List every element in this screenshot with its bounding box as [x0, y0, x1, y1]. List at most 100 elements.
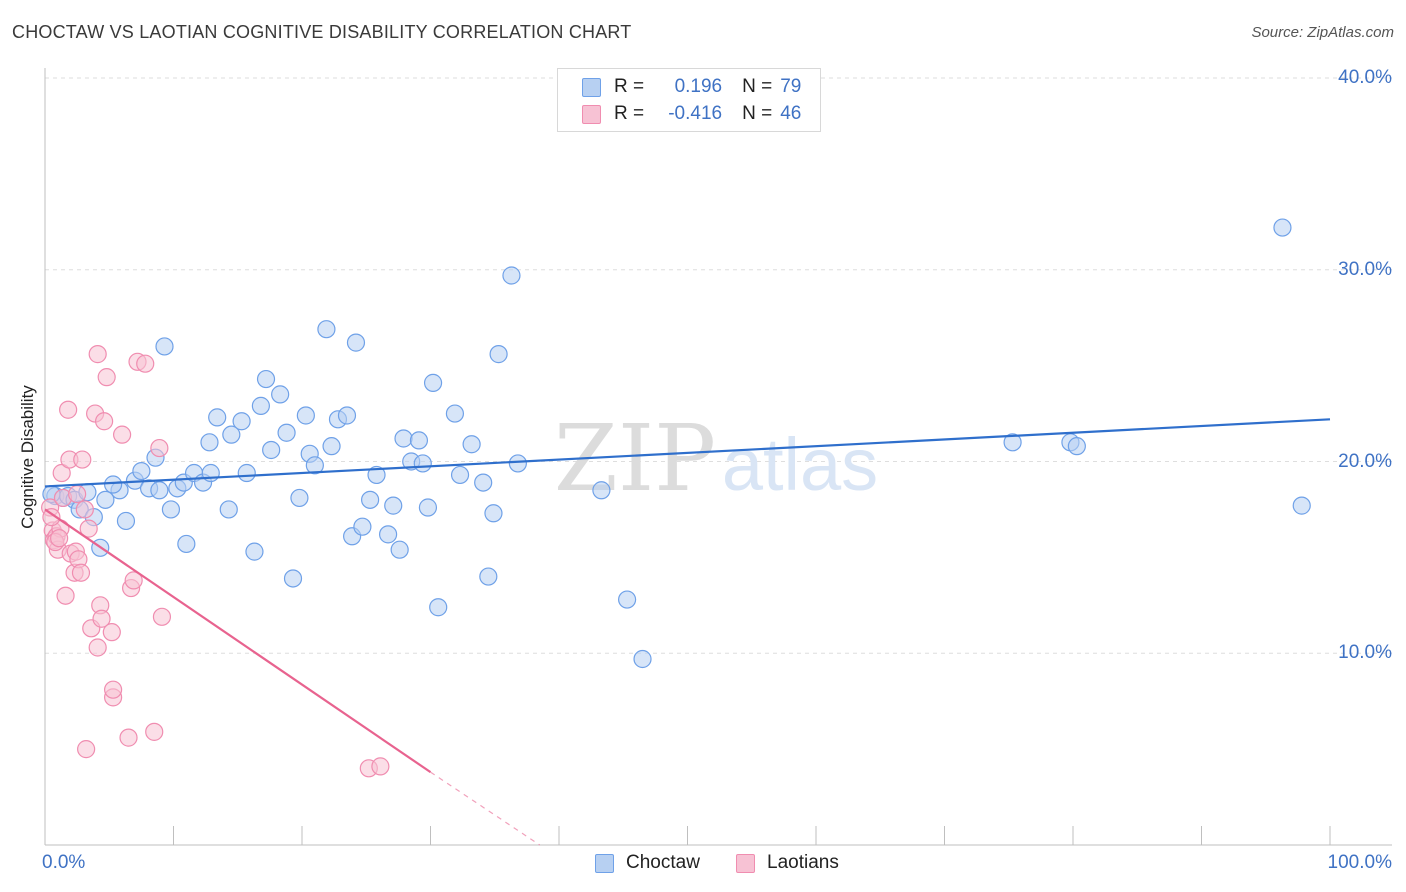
- choctaw-legend-label: Choctaw: [626, 852, 700, 873]
- laotians-legend-swatch: [736, 853, 755, 873]
- choctaw-legend-swatch: [595, 853, 614, 873]
- laotians-point: [102, 623, 121, 642]
- choctaw-point: [618, 590, 637, 609]
- choctaw-point: [361, 490, 380, 509]
- choctaw-point: [96, 490, 115, 509]
- choctaw-point: [633, 649, 652, 669]
- choctaw-point: [245, 542, 264, 561]
- choctaw-point: [177, 534, 196, 554]
- choctaw-point: [251, 396, 270, 415]
- laotians-point: [119, 728, 138, 747]
- choctaw-point: [256, 369, 276, 389]
- y-tick-label: 20.0%: [1338, 450, 1392, 472]
- laotians-point: [152, 607, 172, 626]
- choctaw-point: [378, 525, 398, 544]
- y-tick-label: 10.0%: [1338, 642, 1392, 664]
- stats-legend: R = 0.196 N = 79 R = -0.416 N = 46: [557, 68, 821, 132]
- choctaw-point: [290, 488, 309, 508]
- laotians-point: [56, 586, 75, 605]
- laotians-point: [136, 354, 155, 373]
- laotians-point: [371, 757, 390, 776]
- choctaw-point: [322, 437, 341, 456]
- choctaw-point: [1067, 437, 1086, 456]
- trend-line-laotians: [44, 508, 432, 774]
- laotians-swatch: [582, 104, 601, 124]
- choctaw-point: [462, 435, 481, 454]
- laotians-point: [104, 680, 123, 699]
- choctaw-point: [222, 425, 241, 444]
- choctaw-point: [508, 454, 527, 473]
- laotians-point: [88, 345, 107, 364]
- choctaw-point: [305, 456, 324, 475]
- laotians-point: [145, 722, 164, 741]
- choctaw-point: [423, 373, 443, 392]
- choctaw-point: [271, 385, 290, 404]
- trend-lines: [44, 418, 1331, 846]
- laotians-point: [112, 425, 132, 444]
- choctaw-point: [277, 423, 296, 442]
- x-tick-label: 100.0%: [1327, 852, 1392, 873]
- laotians-point: [77, 740, 96, 759]
- choctaw-swatch: [582, 77, 601, 97]
- choctaw-point: [592, 481, 611, 500]
- laotians-point: [95, 412, 114, 431]
- choctaw-point: [418, 498, 438, 517]
- choctaw-point: [1292, 496, 1311, 515]
- choctaw-point: [353, 517, 372, 536]
- watermark: ZIP atlas: [554, 405, 878, 512]
- choctaw-point: [155, 337, 174, 356]
- r-label: R =: [614, 76, 645, 97]
- choctaw-point: [445, 404, 465, 423]
- choctaw-point: [116, 511, 136, 531]
- choctaw-point: [232, 412, 251, 431]
- choctaw-point: [484, 504, 503, 523]
- choctaw-point: [283, 569, 303, 588]
- laotians-point: [88, 638, 107, 657]
- gridlines: [45, 77, 1392, 654]
- choctaw-point: [474, 473, 493, 492]
- laotians-n-value: 46: [780, 103, 802, 124]
- choctaw-point: [479, 567, 498, 586]
- trend-line-choctaw: [44, 418, 1331, 488]
- watermark-atlas: atlas: [722, 423, 878, 506]
- chart-title: CHOCTAW VS LAOTIAN COGNITIVE DISABILITY …: [12, 22, 632, 42]
- choctaw-point: [161, 500, 181, 519]
- choctaw-r-value: 0.196: [674, 76, 723, 97]
- source-label: Source: ZipAtlas.com: [1251, 24, 1394, 41]
- y-tick-label: 30.0%: [1338, 258, 1392, 280]
- laotians-legend-label: Laotians: [767, 852, 839, 873]
- laotians-point: [59, 400, 78, 419]
- choctaw-point: [413, 454, 432, 473]
- choctaw-point: [208, 408, 227, 427]
- laotians-point: [75, 500, 94, 519]
- choctaw-point: [150, 481, 169, 500]
- laotians-point: [79, 519, 98, 538]
- choctaw-point: [237, 463, 256, 483]
- r-label: R =: [614, 103, 645, 124]
- axes: [44, 68, 1392, 846]
- n-label: N =: [742, 76, 773, 97]
- choctaw-point: [219, 500, 238, 519]
- laotians-point: [73, 450, 92, 469]
- choctaw-point: [104, 475, 123, 494]
- x-tick-label: 0.0%: [42, 852, 86, 873]
- choctaw-point: [262, 440, 281, 460]
- choctaw-point: [409, 431, 429, 450]
- laotians-point: [68, 484, 87, 504]
- choctaw-point: [1273, 218, 1292, 237]
- laotians-point: [42, 508, 61, 527]
- laotians-point: [150, 438, 169, 458]
- laotians-point: [71, 563, 91, 582]
- choctaw-point: [450, 465, 470, 485]
- choctaw-point: [132, 461, 151, 481]
- choctaw-point: [337, 406, 357, 425]
- laotians-point: [97, 368, 116, 387]
- legend-row-choctaw: R = 0.196 N = 79: [582, 74, 801, 100]
- choctaw-point: [429, 598, 448, 617]
- choctaw-point: [346, 333, 366, 352]
- choctaw-point: [317, 320, 336, 339]
- laotians-point: [92, 609, 111, 628]
- choctaw-point: [489, 345, 508, 364]
- legend-item-choctaw: Choctaw: [595, 852, 700, 874]
